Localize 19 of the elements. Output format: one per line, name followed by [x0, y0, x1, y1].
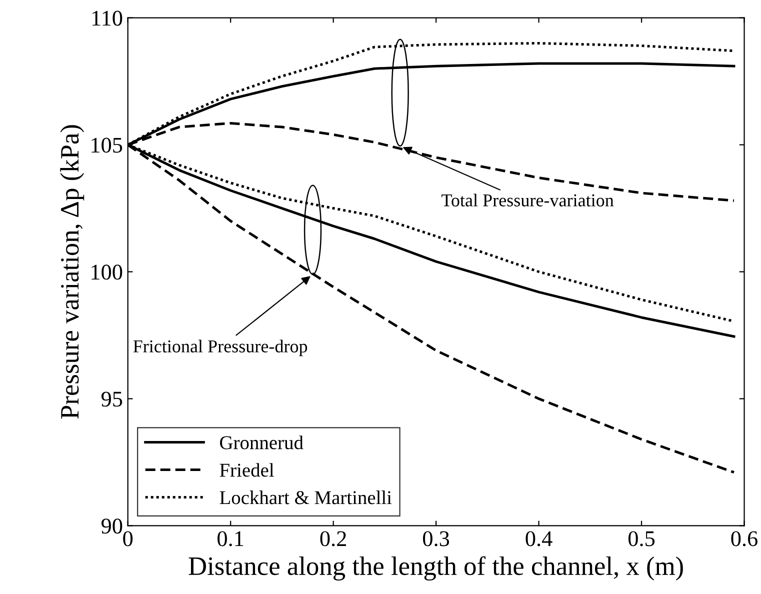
x-tick-label: 0.2	[320, 531, 346, 546]
x-axis-title: Distance along the length of the channel, x (m)	[188, 556, 683, 581]
legend-label: Lockhart & Martinelli	[220, 490, 392, 504]
y-tick-label: 95	[101, 392, 122, 407]
x-tick-label: 0.4	[526, 531, 552, 546]
x-tick-label: 0	[123, 531, 133, 546]
legend-label: Gronnerud	[220, 436, 304, 450]
y-axis-title: Pressure variation, Δp (kPa)	[60, 125, 84, 419]
x-tick-label: 0.6	[731, 531, 758, 546]
x-tick-label: 0.3	[423, 531, 450, 546]
annotation: Total Pressure-variation	[442, 194, 614, 206]
y-tick-label: 90	[101, 518, 122, 534]
y-tick-label: 110	[92, 10, 122, 26]
y-tick-label: 105	[92, 138, 122, 153]
y-tick-label: 100	[92, 264, 122, 280]
annotation: Frictional Pressure-drop	[133, 340, 308, 356]
x-tick-label: 0.5	[628, 531, 655, 546]
x-tick-label: 0.1	[218, 531, 244, 546]
legend-label: Friedel	[220, 463, 274, 477]
